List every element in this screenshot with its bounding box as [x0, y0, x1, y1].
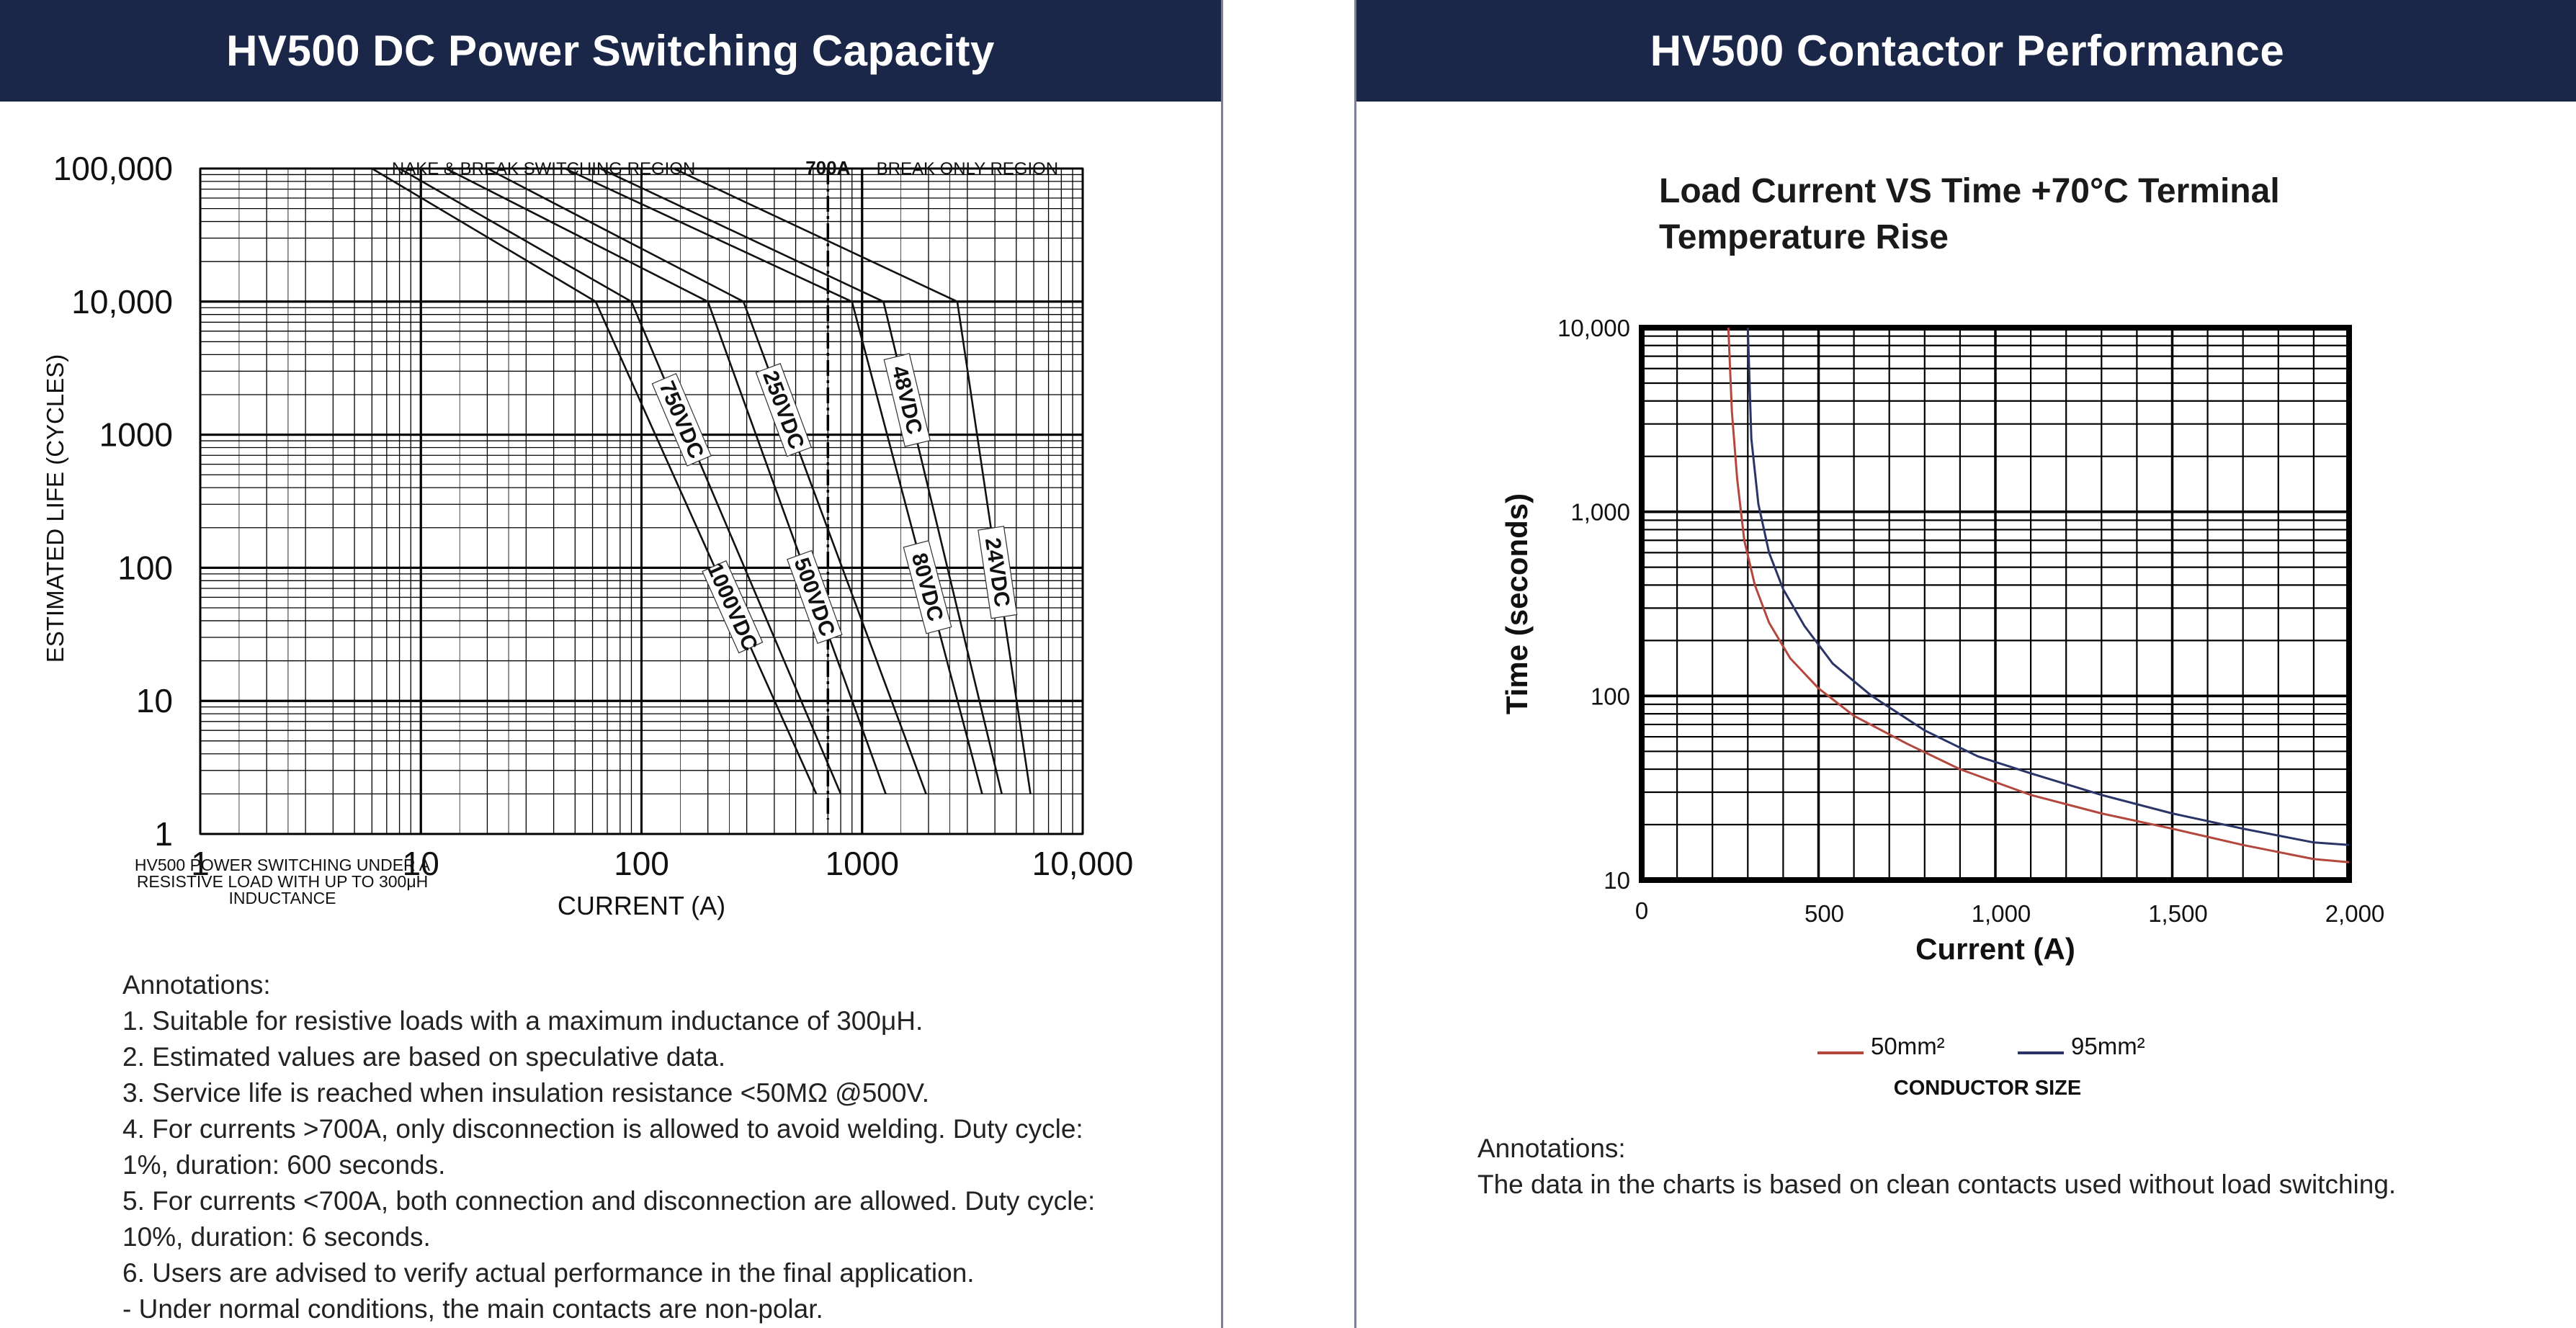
series-label-1000vdc: 1000VDC	[702, 560, 764, 655]
left-annotation-line: 6. Users are advised to verify actual pe…	[122, 1258, 975, 1288]
chart1-footnote-line: HV500 POWER SWITCHING UNDER A	[135, 856, 431, 874]
legend-label-50mm2: 50mm²	[1871, 1033, 1945, 1059]
y-tick-label: 100	[1591, 683, 1630, 709]
y-tick-label: 10,000	[71, 283, 173, 320]
legend-title: CONDUCTOR SIZE	[1894, 1077, 2081, 1100]
chart2-grid	[1639, 325, 2352, 883]
x-tick-label: 1	[191, 845, 210, 882]
chart2-title-line: Temperature Rise	[1659, 218, 1949, 256]
left-annotation-line: - Under normal conditions, the main cont…	[122, 1294, 823, 1324]
x-tick-label: 1,000	[1972, 900, 2031, 927]
series-line-250vdc	[486, 167, 927, 794]
x-tick-label: 10,000	[1032, 845, 1134, 882]
chart1-grid	[199, 167, 1084, 835]
y-tick-label: 1	[154, 815, 173, 853]
left-annotation-line: 10%, duration: 6 seconds.	[122, 1222, 431, 1252]
series-label-750vdc: 750VDC	[651, 372, 712, 467]
y-tick-label: 100,000	[53, 150, 173, 187]
series-curve-95mm2	[1746, 327, 2350, 846]
series-label-box	[755, 363, 813, 457]
series-label-text: 80VDC	[907, 550, 948, 624]
left-annotation-line: 4. For currents >700A, only disconnectio…	[122, 1114, 1083, 1144]
series-label-box	[883, 353, 931, 447]
x-tick-label: 10	[403, 845, 439, 882]
x-tick-label: 1000	[826, 845, 899, 882]
y-tick-label: 1000	[99, 416, 173, 454]
left-annotation-line: 2. Estimated values are based on specula…	[122, 1042, 726, 1072]
left-annotation-line: 1. Suitable for resistive loads with a m…	[122, 1006, 923, 1036]
y-tick-label: 10,000	[1557, 315, 1630, 341]
x-axis-label: CURRENT (A)	[558, 891, 725, 920]
legend-label-95mm2: 95mm²	[2071, 1033, 2145, 1059]
left-annotations-title: Annotations:	[122, 970, 271, 1000]
region-label-make-break: NAKE & BREAK SWITCHING REGION	[392, 159, 695, 179]
chart2-series-group	[1727, 327, 2350, 863]
y-axis-label: Time (seconds)	[1500, 493, 1534, 714]
left-panel: HV500 DC Power Switching Capacity 1000VD…	[0, 0, 1223, 1328]
x-tick-label: 1,500	[2148, 900, 2208, 927]
switching-capacity-chart: 1000VDC750VDC500VDC250VDC80VDC48VDC24VDC…	[42, 150, 1133, 920]
x-tick-label: 2,000	[2325, 900, 2385, 927]
chart1-footnote-line: RESISTIVE LOAD WITH UP TO 300μH	[137, 872, 428, 891]
panel-gap	[1223, 0, 1354, 1328]
x-axis-label: Current (A)	[1915, 932, 2075, 966]
right-annotations: Annotations: The data in the charts is b…	[1477, 1131, 2396, 1203]
series-label-24vdc: 24VDC	[978, 526, 1018, 619]
left-panel-header: HV500 DC Power Switching Capacity	[0, 0, 1221, 102]
left-annotation-line: 1%, duration: 600 seconds.	[122, 1150, 446, 1180]
series-line-24vdc	[673, 167, 1032, 794]
region-label-break-only: BREAK ONLY REGION	[877, 159, 1059, 179]
series-label-box	[978, 526, 1018, 619]
left-annotation-line: 3. Service life is reached when insulati…	[122, 1078, 929, 1108]
right-annotation-line: The data in the charts is based on clean…	[1477, 1170, 2397, 1199]
region-label-700a: 700A	[805, 157, 850, 179]
series-line-48vdc	[599, 167, 1003, 794]
chart1-frame	[199, 167, 1084, 835]
chart2-title: Load Current VS Time +70°C Terminal Temp…	[1659, 169, 2280, 261]
series-label-box	[903, 539, 952, 634]
right-panel: HV500 Contactor Performance Load Current…	[1354, 0, 2576, 1328]
left-annotation-line: 5. For currents <700A, both connection a…	[122, 1186, 1096, 1216]
chart1-footnote-line: INDUCTANCE	[228, 889, 336, 907]
left-annotations: Annotations: 1. Suitable for resistive l…	[122, 967, 1095, 1327]
series-curve-50mm2	[1727, 327, 2350, 863]
chart2-frame	[1639, 325, 2352, 883]
series-label-48vdc: 48VDC	[883, 353, 931, 447]
x-tick-label: 0	[1635, 897, 1648, 924]
y-tick-label: 10	[1604, 867, 1630, 894]
contactor-performance-chart: 0 500 1,000 1,500 2,000 10 100 1,000 10,000 Curre…	[1500, 315, 2384, 1100]
series-label-250vdc: 250VDC	[755, 363, 813, 457]
chart2-title-line: Load Current VS Time +70°C Terminal	[1659, 172, 2280, 210]
x-tick-label: 500	[1804, 900, 1844, 927]
chart2-legend: 50mm² 95mm² CONDUCTOR SIZE	[1817, 1033, 2145, 1100]
series-line-750vdc	[398, 167, 842, 794]
y-tick-label: 1,000	[1570, 499, 1630, 526]
right-annotations-title: Annotations:	[1477, 1134, 1626, 1163]
right-panel-header: HV500 Contactor Performance	[1356, 0, 2576, 102]
y-tick-label: 10	[136, 682, 173, 719]
series-label-box	[702, 560, 764, 654]
y-tick-label: 100	[117, 549, 173, 586]
series-label-box	[651, 372, 712, 467]
chart1-text-group: 1000VDC750VDC500VDC250VDC80VDC48VDC24VDC…	[42, 150, 1133, 920]
chart2-text-group: 0 500 1,000 1,500 2,000 10 100 1,000 10,000 Curre…	[1500, 315, 2384, 1100]
y-axis-label: ESTIMATED LIFE (CYCLES)	[42, 354, 68, 663]
series-label-text: 250VDC	[758, 367, 808, 452]
x-tick-label: 100	[614, 845, 669, 882]
series-label-box	[787, 549, 843, 645]
